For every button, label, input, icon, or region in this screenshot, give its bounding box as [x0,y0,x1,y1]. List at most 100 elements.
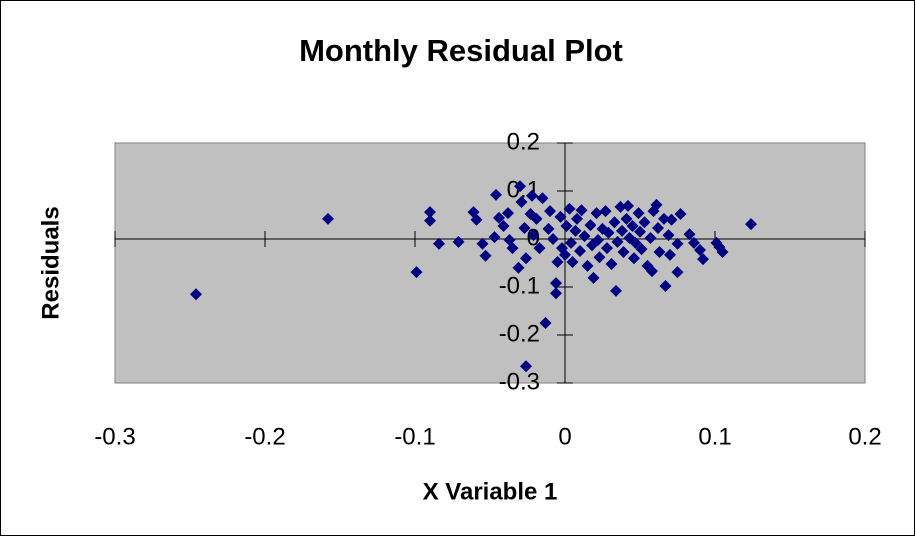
data-point [530,212,543,225]
data-point [671,266,684,279]
data-point [745,218,757,231]
x-tick-label: 0.2 [848,423,881,450]
data-point [544,205,556,218]
data-point [617,245,630,258]
data-point [620,212,633,225]
y-tick-label: -0.1 [499,272,540,299]
data-point [547,233,559,245]
data-point [520,252,532,265]
data-point [479,249,492,262]
data-point [560,220,573,233]
data-point [664,248,676,261]
data-point [622,199,634,212]
data-point [506,242,519,255]
data-point [608,216,621,229]
data-point [716,245,729,258]
data-point [601,242,613,255]
data-point [559,248,571,261]
data-point [190,288,202,301]
data-point [563,202,576,215]
data-point [653,245,666,258]
data-point [694,244,706,257]
y-tick-label: -0.3 [499,368,540,395]
data-point [581,259,594,272]
data-point [526,189,538,202]
data-point [488,231,501,244]
data-point [410,266,423,279]
data-point [646,265,658,278]
data-point [550,277,562,290]
x-tick-label: -0.1 [394,423,435,450]
data-point [674,208,687,221]
x-tick-label: 0 [558,423,571,450]
data-point [662,229,675,242]
data-point [527,229,540,242]
chart-title: Monthly Residual Plot [299,33,623,68]
data-point [575,204,588,217]
data-point [671,237,684,250]
data-point [539,317,552,329]
y-tick-label: -0.2 [499,320,540,347]
data-point [452,235,465,248]
data-point [502,207,514,220]
data-point [628,252,640,265]
plot-area [114,142,866,384]
y-tick-label: 0.2 [507,128,540,155]
data-point [659,280,672,293]
data-point [602,226,615,239]
data-point [515,196,528,209]
data-point [683,228,696,241]
data-point [587,271,600,284]
y-axis-title: Residuals [37,206,64,319]
data-point [590,207,603,220]
data-point [574,245,586,257]
data-point [593,251,606,264]
data-point [551,256,564,269]
data-point [665,213,678,226]
data-point [635,243,648,256]
data-point [614,200,627,213]
data-point [322,212,334,225]
data-point [688,236,700,249]
data-point [518,221,531,234]
data-point [658,212,670,225]
data-point [599,205,612,218]
x-tick-label: 0.1 [698,423,731,450]
data-point [634,225,646,238]
data-point [520,360,532,373]
data-point [605,257,618,270]
data-point [476,237,489,250]
data-point [632,207,645,220]
x-tick-label: -0.2 [244,423,285,450]
data-point [652,221,664,234]
data-point [565,236,577,249]
data-point [470,213,483,226]
data-point [514,180,526,193]
data-point [697,253,709,266]
data-point [497,220,510,233]
data-point [533,242,546,255]
data-point [638,216,651,229]
x-axis-title: X Variable 1 [423,478,558,505]
data-point [610,284,622,297]
data-point [512,261,525,274]
data-point [493,211,505,224]
data-point [424,214,436,227]
data-point [644,232,657,245]
data-point [592,233,604,246]
data-point [650,198,663,211]
data-point [433,237,445,250]
data-point [611,235,624,248]
data-point [578,230,591,243]
data-point [616,224,628,237]
data-point [566,256,579,269]
data-point [424,206,436,219]
data-point [626,220,639,233]
data-point [554,210,567,223]
data-point [584,219,597,232]
data-point [571,212,583,225]
x-tick-label: -0.3 [94,423,135,450]
data-point [550,287,562,300]
data-point [629,236,642,249]
